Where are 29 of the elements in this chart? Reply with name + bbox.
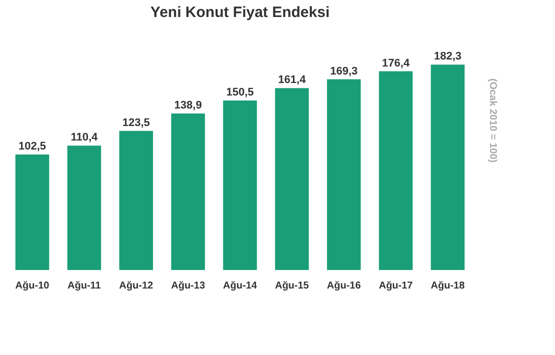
bar	[171, 114, 205, 270]
x-tick-label: Ağu-13	[171, 280, 206, 292]
x-tick-label: Ağu-15	[274, 280, 310, 292]
x-tick-label: Ağu-17	[378, 280, 414, 292]
data-label: 138,9	[174, 100, 202, 112]
data-label: 102,5	[18, 140, 46, 153]
data-label: 110,4	[70, 132, 99, 144]
bar	[378, 71, 413, 270]
x-tick-label: Ağu-12	[119, 280, 154, 292]
x-tick-label: Ağu-10	[15, 280, 50, 292]
data-label: 150,5	[226, 86, 254, 98]
data-label: 176,4	[382, 57, 410, 70]
bar	[67, 146, 102, 270]
data-label: 169,3	[330, 65, 358, 78]
x-tick-label: Ağu-11	[68, 280, 102, 292]
bar	[326, 79, 361, 270]
bar	[119, 130, 154, 270]
bar	[275, 88, 309, 270]
bar	[223, 100, 257, 270]
data-label: 123,5	[122, 116, 150, 129]
data-label: 182,3	[434, 50, 462, 63]
text: (Ocak 2010 = 100)	[487, 78, 498, 163]
x-tick-label: Ağu-14	[223, 280, 258, 292]
chart-title: Yeni Konut Fiyat Endeksi	[150, 4, 330, 21]
bar	[15, 154, 50, 270]
data-label: 161,4	[278, 74, 307, 86]
x-tick-label: Ağu-16	[326, 280, 362, 292]
bar	[430, 64, 465, 270]
x-tick-label: Ağu-18	[430, 280, 466, 292]
